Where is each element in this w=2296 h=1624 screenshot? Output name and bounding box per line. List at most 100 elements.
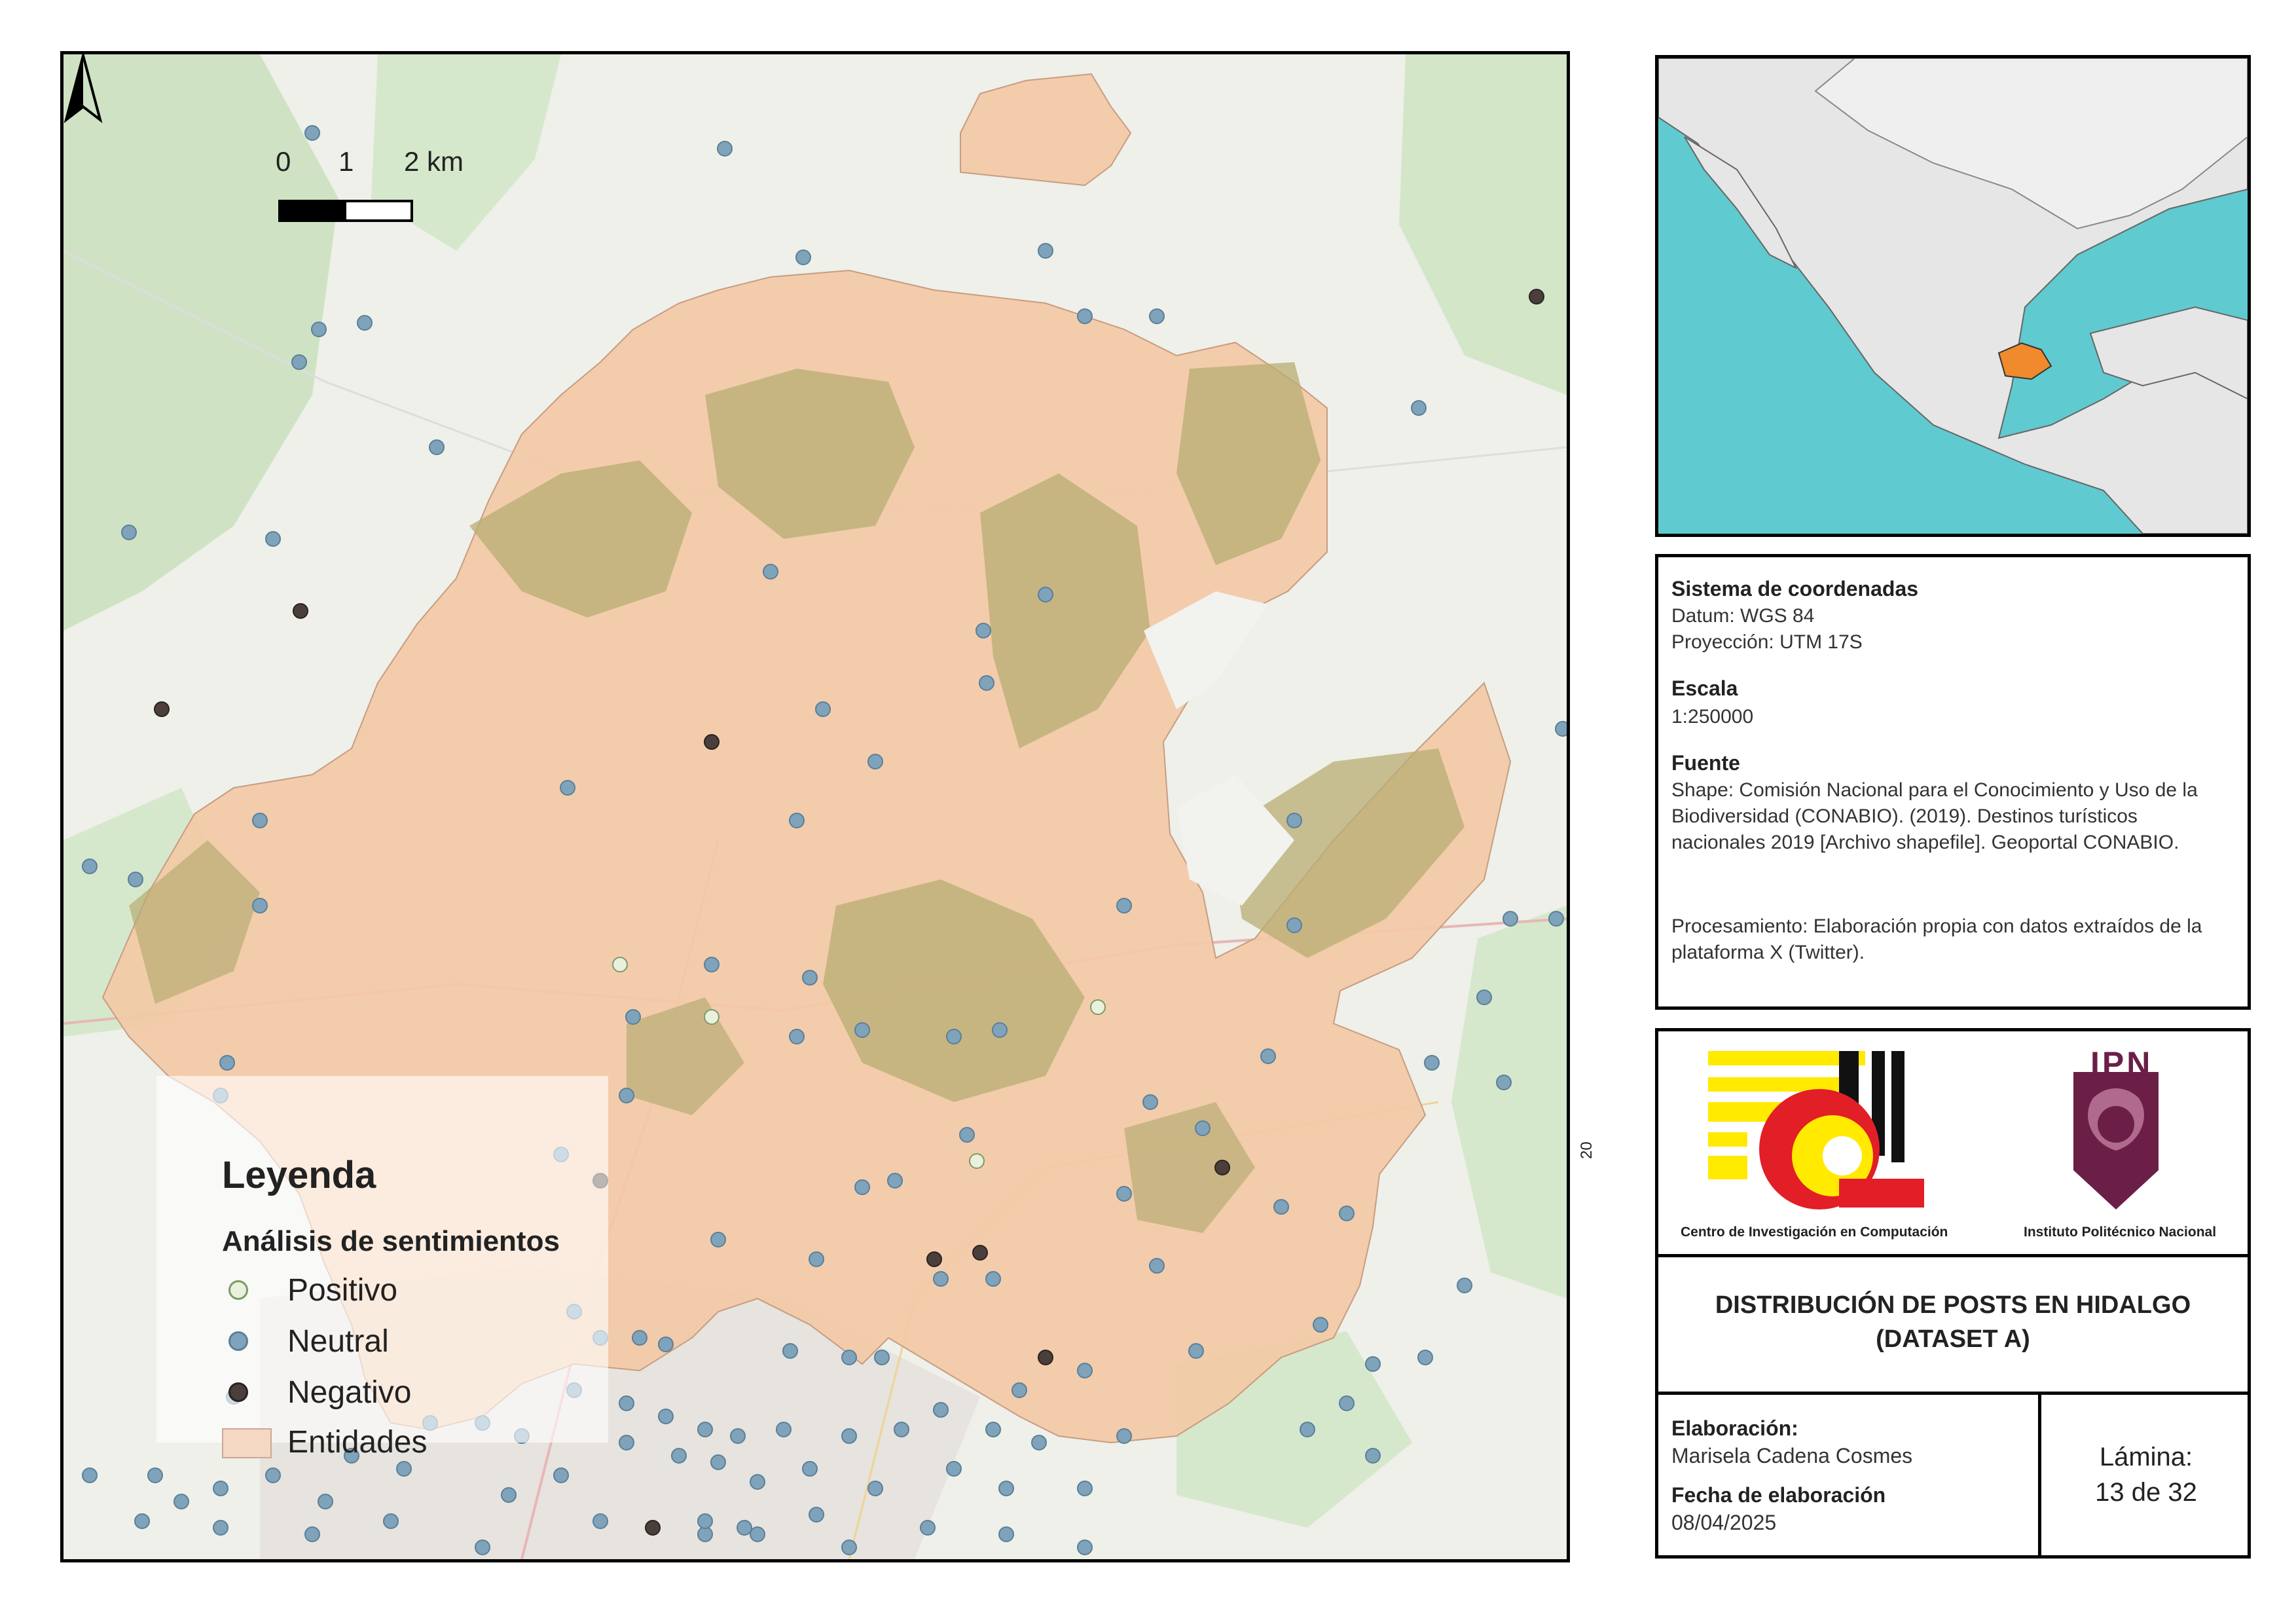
post-point-neutral[interactable] (985, 1422, 1001, 1437)
post-point-neutral[interactable] (1555, 721, 1567, 737)
post-point-neutral[interactable] (1300, 1422, 1315, 1437)
post-point-neutral[interactable] (867, 754, 883, 769)
post-point-neutral[interactable] (173, 1494, 189, 1509)
post-point-neutral[interactable] (82, 858, 98, 874)
post-point-neutral[interactable] (1503, 911, 1518, 927)
post-point-neutral[interactable] (134, 1513, 150, 1529)
post-point-positive[interactable] (1090, 999, 1106, 1015)
post-point-negative[interactable] (1038, 1350, 1053, 1365)
post-point-neutral[interactable] (697, 1513, 713, 1529)
post-point-negative[interactable] (645, 1520, 661, 1536)
post-point-neutral[interactable] (318, 1494, 333, 1509)
post-point-neutral[interactable] (82, 1467, 98, 1483)
post-point-negative[interactable] (926, 1251, 942, 1267)
post-point-neutral[interactable] (776, 1422, 792, 1437)
post-point-neutral[interactable] (1273, 1199, 1289, 1215)
post-point-neutral[interactable] (985, 1271, 1001, 1287)
post-point-neutral[interactable] (1142, 1094, 1158, 1110)
post-point-neutral[interactable] (809, 1251, 824, 1267)
post-point-neutral[interactable] (789, 813, 805, 828)
post-point-neutral[interactable] (730, 1428, 746, 1444)
post-point-neutral[interactable] (1149, 1258, 1165, 1274)
post-point-neutral[interactable] (933, 1402, 949, 1418)
post-point-neutral[interactable] (383, 1513, 399, 1529)
post-point-neutral[interactable] (815, 701, 831, 717)
post-point-neutral[interactable] (1365, 1448, 1381, 1464)
post-point-neutral[interactable] (1116, 898, 1132, 913)
post-point-neutral[interactable] (1496, 1075, 1512, 1090)
post-point-neutral[interactable] (802, 1461, 818, 1477)
post-point-neutral[interactable] (147, 1467, 163, 1483)
post-point-neutral[interactable] (1077, 1540, 1093, 1555)
post-point-negative[interactable] (972, 1245, 988, 1261)
post-point-neutral[interactable] (1457, 1278, 1472, 1293)
post-point-neutral[interactable] (1424, 1055, 1440, 1071)
post-point-neutral[interactable] (213, 1520, 228, 1536)
post-point-neutral[interactable] (1031, 1435, 1047, 1450)
post-point-neutral[interactable] (128, 872, 143, 887)
post-point-neutral[interactable] (553, 1467, 569, 1483)
post-point-neutral[interactable] (887, 1173, 903, 1189)
post-point-neutral[interactable] (1116, 1186, 1132, 1202)
post-point-neutral[interactable] (501, 1487, 517, 1503)
post-point-neutral[interactable] (265, 1467, 281, 1483)
post-point-neutral[interactable] (894, 1422, 909, 1437)
post-point-neutral[interactable] (959, 1127, 975, 1143)
inset-map[interactable] (1655, 55, 2251, 537)
post-point-neutral[interactable] (737, 1520, 752, 1536)
post-point-neutral[interactable] (710, 1454, 726, 1470)
post-point-neutral[interactable] (1339, 1395, 1355, 1411)
post-point-neutral[interactable] (304, 1526, 320, 1542)
post-point-neutral[interactable] (658, 1337, 674, 1352)
post-point-neutral[interactable] (291, 354, 307, 370)
post-point-neutral[interactable] (750, 1474, 765, 1490)
post-point-neutral[interactable] (304, 125, 320, 141)
post-point-neutral[interactable] (809, 1507, 824, 1522)
post-point-neutral[interactable] (560, 780, 575, 796)
post-point-neutral[interactable] (619, 1088, 634, 1103)
post-point-neutral[interactable] (592, 1513, 608, 1529)
post-point-neutral[interactable] (854, 1022, 870, 1038)
post-point-neutral[interactable] (710, 1232, 726, 1247)
post-point-neutral[interactable] (697, 1422, 713, 1437)
post-point-neutral[interactable] (213, 1481, 228, 1496)
post-point-neutral[interactable] (625, 1009, 641, 1025)
post-point-neutral[interactable] (1286, 917, 1302, 933)
post-point-neutral[interactable] (311, 322, 327, 337)
post-point-neutral[interactable] (979, 675, 994, 691)
post-point-positive[interactable] (612, 957, 628, 972)
post-point-neutral[interactable] (357, 315, 373, 331)
post-point-positive[interactable] (704, 1009, 720, 1025)
post-point-neutral[interactable] (697, 1526, 713, 1542)
post-point-neutral[interactable] (429, 439, 445, 455)
post-point-negative[interactable] (1214, 1160, 1230, 1175)
post-point-negative[interactable] (293, 603, 308, 619)
post-point-negative[interactable] (704, 734, 720, 750)
post-point-neutral[interactable] (252, 898, 268, 913)
post-point-neutral[interactable] (265, 531, 281, 547)
post-point-neutral[interactable] (1011, 1382, 1027, 1398)
post-point-neutral[interactable] (1038, 587, 1053, 602)
post-point-neutral[interactable] (1411, 400, 1427, 416)
post-point-neutral[interactable] (841, 1350, 857, 1365)
post-point-neutral[interactable] (998, 1526, 1014, 1542)
post-point-neutral[interactable] (1116, 1428, 1132, 1444)
post-point-neutral[interactable] (992, 1022, 1008, 1038)
post-point-neutral[interactable] (841, 1540, 857, 1555)
post-point-neutral[interactable] (789, 1029, 805, 1044)
post-point-neutral[interactable] (946, 1461, 962, 1477)
post-point-neutral[interactable] (1038, 243, 1053, 259)
post-point-negative[interactable] (154, 701, 170, 717)
post-point-neutral[interactable] (1260, 1048, 1276, 1064)
post-point-neutral[interactable] (1149, 308, 1165, 324)
post-point-neutral[interactable] (1365, 1356, 1381, 1372)
post-point-neutral[interactable] (1476, 989, 1492, 1005)
post-point-neutral[interactable] (795, 249, 811, 265)
post-point-negative[interactable] (1529, 289, 1544, 304)
post-point-neutral[interactable] (1195, 1120, 1211, 1136)
post-point-positive[interactable] (969, 1153, 985, 1169)
post-point-neutral[interactable] (1313, 1317, 1328, 1333)
post-point-neutral[interactable] (750, 1526, 765, 1542)
post-point-neutral[interactable] (763, 564, 778, 580)
post-point-neutral[interactable] (1077, 1363, 1093, 1378)
